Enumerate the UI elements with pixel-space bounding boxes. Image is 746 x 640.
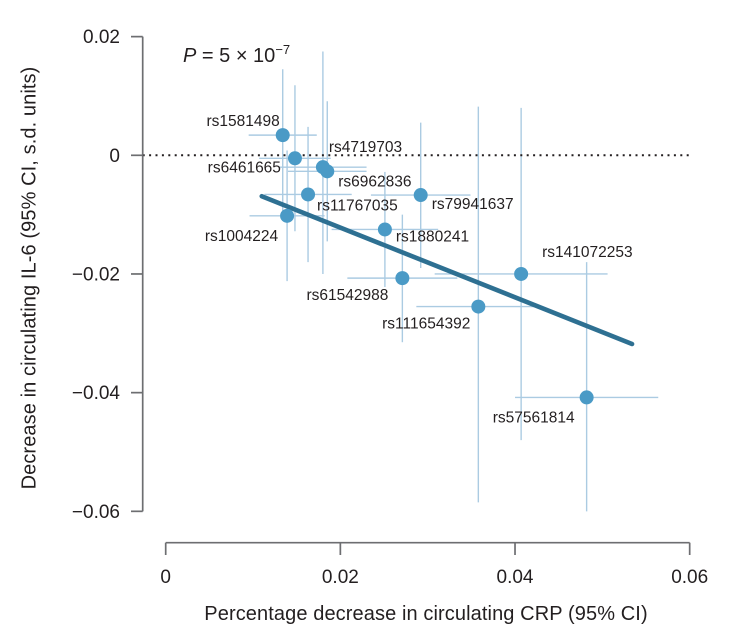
data-points-layer [275,128,594,405]
point-label-rs1581498: rs1581498 [206,113,279,130]
y-tick-label-0: 0.02 [83,27,120,48]
data-point-rs57561814 [579,390,594,405]
data-point-rs141072253 [514,266,529,281]
x-tick-label-3: 0.06 [671,567,708,588]
data-point-rs11767035 [301,187,316,202]
data-point-rs61542988 [395,271,410,286]
y-tick-label-3: −0.04 [72,383,121,404]
data-point-rs6962836 [320,164,335,179]
p-value-annotation: P = 5 × 10−7 [183,42,291,68]
y-tick-label-2: −0.02 [72,264,120,285]
x-tick-label-2: 0.04 [497,567,534,588]
point-label-rs111654392: rs111654392 [382,316,470,333]
error-bars-layer [248,51,659,512]
axes-layer [131,35,691,555]
data-point-rs79941637 [413,188,428,203]
y-tick-label-1: 0 [109,146,120,167]
data-point-rs1581498 [275,128,290,143]
point-label-rs57561814: rs57561814 [493,409,575,426]
point-label-rs141072253: rs141072253 [542,244,633,261]
y-tick-label-4: −0.06 [72,502,120,523]
point-labels-layer: rs1581498 rs6461665 rs4719703 rs6962836 rs11… [205,113,633,426]
x-tick-label-0: 0 [160,567,171,588]
p-value-equation: = 5 × 10 [196,45,276,67]
point-label-rs61542988: rs61542988 [306,287,388,304]
point-label-rs6962836: rs6962836 [338,173,411,190]
point-label-rs4719703: rs4719703 [329,139,402,156]
p-value-symbol: P [183,45,197,67]
x-tick-label-1: 0.02 [322,567,359,588]
point-label-rs1880241: rs1880241 [396,228,469,245]
y-axis-title: Decrease in circulating IL-6 (95% CI, s.… [18,66,41,490]
data-point-rs1004224 [280,208,295,223]
data-point-rs111654392 [471,299,486,314]
data-point-rs6461665 [287,151,302,166]
point-label-rs1004224: rs1004224 [205,228,279,245]
point-label-rs79941637: rs79941637 [432,196,514,213]
x-axis-title: Percentage decrease in circulating CRP (… [204,603,648,625]
point-label-rs11767035: rs11767035 [317,197,398,214]
point-label-rs6461665: rs6461665 [208,159,281,176]
data-point-rs1880241 [377,222,392,237]
regression-trend-line [259,193,635,347]
tick-labels-layer: 0.02 0 −0.02 −0.04 −0.06 0 0.02 0.04 0.06 [72,27,708,588]
p-value-exponent: −7 [275,42,291,57]
